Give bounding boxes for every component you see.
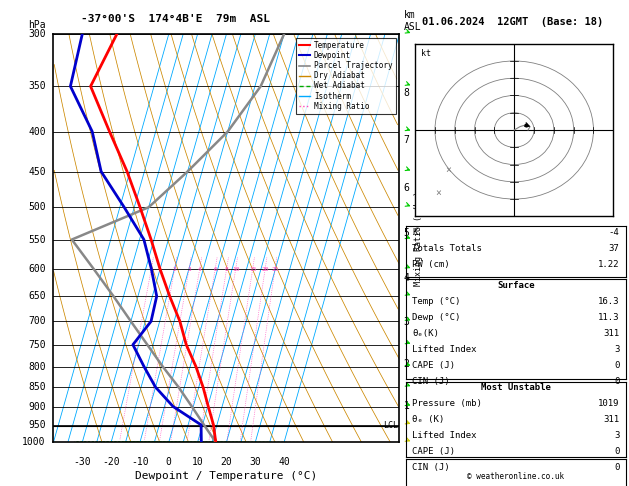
Text: θₑ(K): θₑ(K) (412, 329, 439, 338)
Text: 1.22: 1.22 (598, 260, 620, 270)
Text: 20: 20 (221, 456, 232, 467)
Text: 6: 6 (213, 266, 217, 272)
Text: ×: × (445, 165, 451, 175)
Text: 650: 650 (28, 291, 46, 301)
Text: LCL: LCL (384, 421, 399, 431)
Text: Mixing Ratio (g/kg): Mixing Ratio (g/kg) (414, 191, 423, 286)
Text: 10: 10 (232, 266, 240, 272)
Text: 25: 25 (271, 266, 279, 272)
Text: -30: -30 (74, 456, 91, 467)
Text: 8: 8 (404, 87, 409, 98)
Text: CIN (J): CIN (J) (412, 463, 450, 472)
Text: 550: 550 (28, 235, 46, 244)
Text: 3: 3 (404, 317, 409, 327)
Text: θₑ (K): θₑ (K) (412, 415, 444, 424)
Text: 750: 750 (28, 340, 46, 350)
Text: 0: 0 (166, 456, 172, 467)
Text: 600: 600 (28, 264, 46, 274)
Text: 350: 350 (28, 81, 46, 91)
Text: kt: kt (421, 49, 431, 58)
Text: 700: 700 (28, 316, 46, 326)
Text: 950: 950 (28, 420, 46, 430)
Text: 7: 7 (404, 136, 409, 145)
Text: 900: 900 (28, 401, 46, 412)
Text: km: km (404, 10, 415, 20)
Text: 0: 0 (614, 377, 620, 386)
Text: 450: 450 (28, 167, 46, 176)
Text: 400: 400 (28, 126, 46, 137)
Text: 300: 300 (28, 29, 46, 39)
Text: 311: 311 (603, 415, 620, 424)
Text: Pressure (mb): Pressure (mb) (412, 399, 482, 408)
Text: 0: 0 (614, 361, 620, 370)
Text: 500: 500 (28, 202, 46, 212)
Text: 6: 6 (404, 183, 409, 192)
Text: 2: 2 (404, 360, 409, 369)
Text: 1: 1 (404, 401, 409, 411)
Text: 1: 1 (149, 266, 153, 272)
Text: 2: 2 (173, 266, 177, 272)
Text: 0: 0 (614, 447, 620, 456)
Text: ×: × (435, 188, 441, 198)
Text: ASL: ASL (404, 22, 421, 32)
Text: CIN (J): CIN (J) (412, 377, 450, 386)
Text: Dewp (°C): Dewp (°C) (412, 313, 460, 322)
Text: 4: 4 (198, 266, 201, 272)
Text: CAPE (J): CAPE (J) (412, 447, 455, 456)
Text: 01.06.2024  12GMT  (Base: 18): 01.06.2024 12GMT (Base: 18) (422, 17, 603, 27)
Text: 850: 850 (28, 382, 46, 392)
Text: Most Unstable: Most Unstable (481, 383, 551, 392)
Text: 30: 30 (249, 456, 261, 467)
Text: 311: 311 (603, 329, 620, 338)
Text: -37°00'S  174°4B'E  79m  ASL: -37°00'S 174°4B'E 79m ASL (81, 14, 270, 24)
Text: 1000: 1000 (23, 437, 46, 447)
Text: hPa: hPa (28, 20, 46, 30)
Text: 3: 3 (187, 266, 191, 272)
Text: 4: 4 (404, 273, 409, 283)
Text: 20: 20 (262, 266, 269, 272)
Text: -4: -4 (609, 228, 620, 238)
Text: © weatheronline.co.uk: © weatheronline.co.uk (467, 472, 564, 481)
Text: -20: -20 (103, 456, 120, 467)
Text: 16.3: 16.3 (598, 297, 620, 306)
Text: 0: 0 (614, 463, 620, 472)
Legend: Temperature, Dewpoint, Parcel Trajectory, Dry Adiabat, Wet Adiabat, Isotherm, Mi: Temperature, Dewpoint, Parcel Trajectory… (296, 38, 396, 114)
Text: 1019: 1019 (598, 399, 620, 408)
Text: 11.3: 11.3 (598, 313, 620, 322)
Text: 3: 3 (614, 345, 620, 354)
Text: 800: 800 (28, 362, 46, 372)
Text: Dewpoint / Temperature (°C): Dewpoint / Temperature (°C) (135, 471, 318, 481)
Text: Surface: Surface (497, 281, 535, 290)
Text: 37: 37 (609, 244, 620, 254)
Text: PW (cm): PW (cm) (412, 260, 450, 270)
Text: 15: 15 (249, 266, 257, 272)
Text: 10: 10 (192, 456, 204, 467)
Text: Totals Totals: Totals Totals (412, 244, 482, 254)
Text: Temp (°C): Temp (°C) (412, 297, 460, 306)
Text: 5: 5 (404, 228, 409, 239)
Text: Lifted Index: Lifted Index (412, 345, 477, 354)
Text: K: K (412, 228, 418, 238)
Text: CAPE (J): CAPE (J) (412, 361, 455, 370)
Text: Lifted Index: Lifted Index (412, 431, 477, 440)
Text: 8: 8 (225, 266, 228, 272)
Text: 40: 40 (278, 456, 290, 467)
Text: -10: -10 (131, 456, 149, 467)
Text: 3: 3 (614, 431, 620, 440)
